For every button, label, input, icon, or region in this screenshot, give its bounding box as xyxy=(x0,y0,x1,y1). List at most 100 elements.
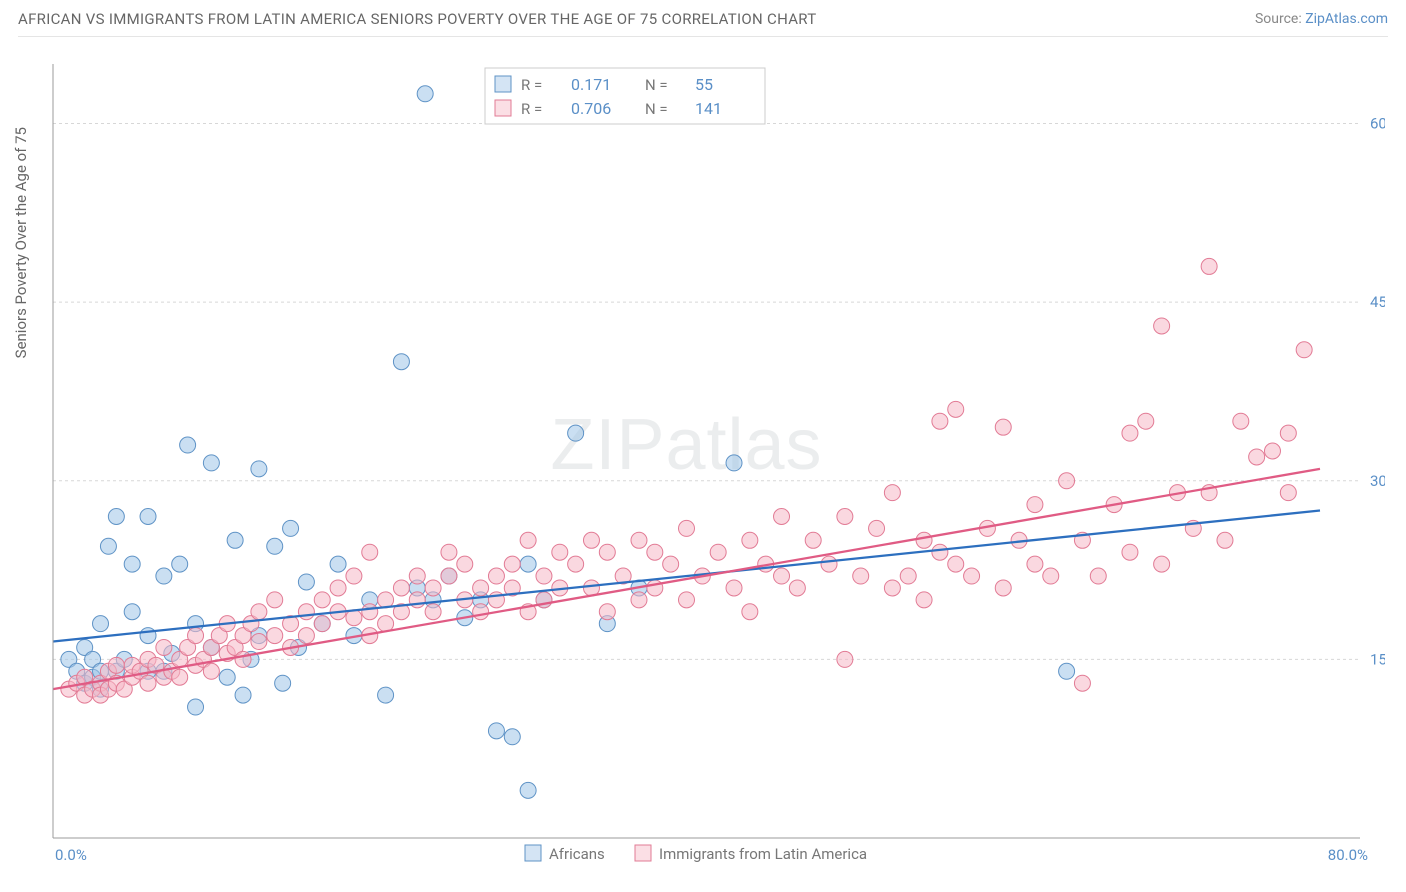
point-africans xyxy=(267,538,283,554)
point-latin-america xyxy=(457,556,473,572)
point-latin-america xyxy=(599,544,615,560)
point-latin-america xyxy=(425,604,441,620)
legend-swatch-africans xyxy=(525,845,541,861)
watermark: ZIPatlas xyxy=(550,405,822,485)
point-africans xyxy=(726,455,742,471)
point-latin-america xyxy=(1027,497,1043,513)
scatter-chart: 15.0%30.0%45.0%60.0%ZIPatlas0.0%80.0%R =… xyxy=(35,50,1385,870)
point-africans xyxy=(124,604,140,620)
point-africans xyxy=(188,699,204,715)
point-latin-america xyxy=(679,520,695,536)
point-latin-america xyxy=(362,544,378,560)
point-latin-america xyxy=(1201,258,1217,274)
point-latin-america xyxy=(1154,318,1170,334)
point-latin-america xyxy=(108,657,124,673)
legend-N-label: N = xyxy=(645,76,668,94)
point-latin-america xyxy=(362,604,378,620)
point-latin-america xyxy=(1043,568,1059,584)
point-latin-america xyxy=(599,604,615,620)
point-latin-america xyxy=(314,616,330,632)
point-latin-america xyxy=(552,544,568,560)
point-africans xyxy=(227,532,243,548)
point-latin-america xyxy=(473,604,489,620)
point-latin-america xyxy=(568,556,584,572)
point-latin-america xyxy=(1074,675,1090,691)
point-latin-america xyxy=(1249,449,1265,465)
point-latin-america xyxy=(314,592,330,608)
legend-N-value: 55 xyxy=(695,75,713,94)
header: AFRICAN VS IMMIGRANTS FROM LATIN AMERICA… xyxy=(18,10,1388,37)
point-latin-america xyxy=(298,604,314,620)
point-africans xyxy=(1059,663,1075,679)
point-latin-america xyxy=(789,580,805,596)
point-latin-america xyxy=(884,580,900,596)
point-latin-america xyxy=(631,592,647,608)
legend-label-africans: Africans xyxy=(549,845,605,863)
point-latin-america xyxy=(869,520,885,536)
point-latin-america xyxy=(853,568,869,584)
x-tick-label: 80.0% xyxy=(1328,846,1368,864)
legend-swatch xyxy=(495,76,511,92)
point-latin-america xyxy=(805,532,821,548)
point-africans xyxy=(235,687,251,703)
point-latin-america xyxy=(663,556,679,572)
point-africans xyxy=(275,675,291,691)
point-latin-america xyxy=(932,544,948,560)
point-latin-america xyxy=(631,532,647,548)
point-africans xyxy=(172,556,188,572)
point-latin-america xyxy=(441,568,457,584)
point-latin-america xyxy=(964,568,980,584)
point-latin-america xyxy=(900,568,916,584)
point-latin-america xyxy=(710,544,726,560)
point-latin-america xyxy=(1027,556,1043,572)
point-africans xyxy=(219,669,235,685)
point-africans xyxy=(93,616,109,632)
point-latin-america xyxy=(837,508,853,524)
point-latin-america xyxy=(425,580,441,596)
point-africans xyxy=(180,437,196,453)
point-latin-america xyxy=(488,568,504,584)
point-latin-america xyxy=(1138,413,1154,429)
point-latin-america xyxy=(726,580,742,596)
point-latin-america xyxy=(774,568,790,584)
point-latin-america xyxy=(1280,485,1296,501)
point-africans xyxy=(283,520,299,536)
point-latin-america xyxy=(203,663,219,679)
chart-area: Seniors Poverty Over the Age of 75 15.0%… xyxy=(35,50,1396,880)
legend-N-value: 141 xyxy=(695,99,722,118)
point-latin-america xyxy=(1264,443,1280,459)
point-latin-america xyxy=(140,675,156,691)
point-latin-america xyxy=(473,580,489,596)
point-africans xyxy=(251,461,267,477)
point-latin-america xyxy=(1217,532,1233,548)
point-latin-america xyxy=(251,634,267,650)
point-africans xyxy=(378,687,394,703)
legend-R-label: R = xyxy=(521,100,542,118)
point-latin-america xyxy=(1122,425,1138,441)
point-africans xyxy=(568,425,584,441)
point-latin-america xyxy=(393,580,409,596)
point-latin-america xyxy=(679,592,695,608)
point-latin-america xyxy=(821,556,837,572)
source-link[interactable]: ZipAtlas.com xyxy=(1305,11,1388,27)
point-latin-america xyxy=(774,508,790,524)
legend-R-value: 0.171 xyxy=(571,75,611,94)
point-latin-america xyxy=(995,580,1011,596)
point-latin-america xyxy=(742,532,758,548)
y-tick-label: 60.0% xyxy=(1370,115,1385,133)
point-latin-america xyxy=(346,568,362,584)
y-tick-label: 15.0% xyxy=(1370,650,1385,668)
y-axis-label: Seniors Poverty Over the Age of 75 xyxy=(12,127,30,358)
point-latin-america xyxy=(520,532,536,548)
point-africans xyxy=(520,556,536,572)
point-africans xyxy=(140,508,156,524)
point-latin-america xyxy=(251,604,267,620)
point-latin-america xyxy=(1090,568,1106,584)
point-africans xyxy=(330,556,346,572)
trendline-latin-america xyxy=(53,469,1320,689)
source-label: Source: xyxy=(1255,11,1302,27)
legend-swatch xyxy=(495,100,511,116)
point-africans xyxy=(124,556,140,572)
point-latin-america xyxy=(884,485,900,501)
chart-container: AFRICAN VS IMMIGRANTS FROM LATIN AMERICA… xyxy=(0,0,1406,892)
